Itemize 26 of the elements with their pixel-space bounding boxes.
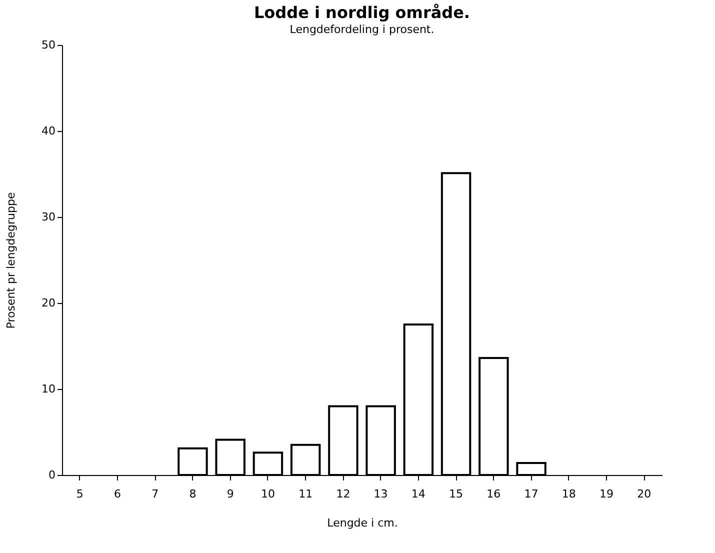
x-tick-label: 18 (562, 488, 576, 500)
x-tick-label: 11 (298, 488, 313, 500)
y-tick-label: 20 (42, 296, 56, 310)
x-tick-label: 6 (114, 488, 121, 500)
x-tick-label: 8 (189, 488, 196, 500)
x-tick-label: 16 (486, 488, 501, 500)
x-axis-title: Lengde i cm. (327, 516, 398, 530)
chart-subtitle: Lengdefordeling i prosent. (290, 23, 434, 36)
x-tick-label: 13 (374, 488, 388, 500)
x-tick-label: 9 (226, 488, 234, 500)
y-tick-label: 50 (42, 38, 56, 52)
x-tick-label: 20 (637, 488, 652, 500)
y-tick-label: 30 (42, 210, 56, 224)
y-tick-label: 40 (42, 124, 56, 138)
x-tick-label: 12 (336, 488, 350, 500)
x-tick-label: 14 (411, 488, 426, 500)
x-tick-label: 17 (524, 488, 538, 500)
x-tick-label: 7 (152, 488, 159, 500)
y-tick-label: 10 (42, 382, 56, 396)
chart-title: Lodde i nordlig område. (254, 3, 470, 22)
x-tick-label: 5 (76, 488, 84, 500)
y-axis-title: Prosent pr lengdegruppe (4, 192, 18, 329)
y-tick-label: 0 (48, 468, 56, 482)
x-tick-label: 15 (449, 488, 464, 500)
x-tick-label: 19 (600, 488, 614, 500)
x-tick-label: 10 (260, 488, 275, 500)
